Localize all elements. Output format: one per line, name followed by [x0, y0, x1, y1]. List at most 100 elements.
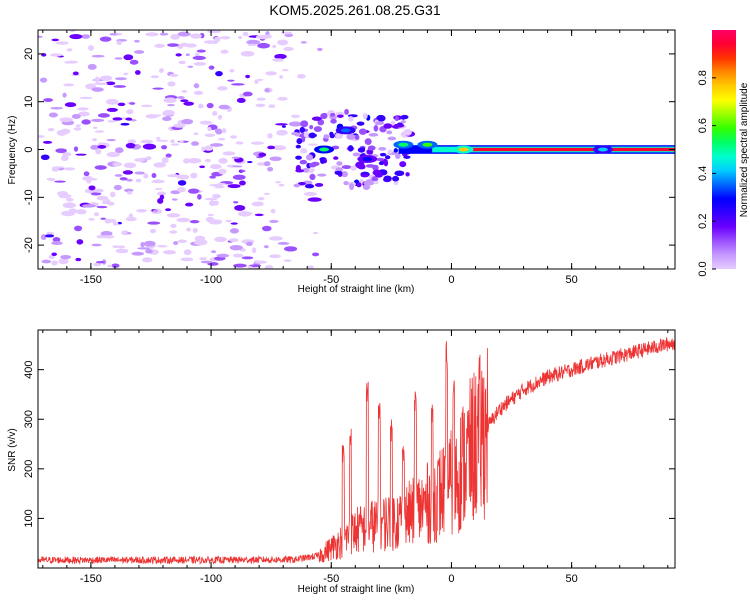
- noise-cell: [100, 231, 113, 237]
- noise-cell: [76, 209, 87, 215]
- noise-cell: [55, 41, 69, 45]
- noise-cell: [64, 61, 71, 64]
- noise-cell: [38, 135, 45, 138]
- noise-cell: [210, 41, 219, 44]
- noise-cell: [241, 256, 254, 260]
- noise-cell: [199, 120, 213, 125]
- noise-cell: [180, 42, 189, 47]
- noise-cell: [62, 92, 67, 98]
- noise-cell: [59, 117, 73, 123]
- colorbar-tick-label: 0.6: [697, 118, 709, 133]
- noise-cell: [222, 151, 236, 156]
- noise-cell: [197, 193, 202, 200]
- noise-cell: [153, 179, 162, 184]
- noise-cell: [85, 83, 96, 90]
- noise-cell: [209, 143, 224, 147]
- noise-cell: [211, 193, 221, 199]
- noise-cell: [126, 109, 134, 115]
- transition-cell: [383, 123, 393, 129]
- noise-cell: [283, 259, 292, 262]
- noise-cell: [68, 30, 76, 33]
- noise-cell: [42, 140, 53, 144]
- noise-cell: [76, 239, 84, 245]
- noise-cell: [269, 254, 281, 259]
- noise-cell: [95, 148, 102, 155]
- noise-cell: [214, 36, 221, 42]
- noise-cell: [307, 197, 322, 202]
- noise-cell: [134, 158, 146, 162]
- noise-cell: [71, 113, 81, 119]
- transition-cell: [367, 145, 376, 151]
- transition-cell: [383, 175, 392, 182]
- noise-cell: [64, 102, 77, 108]
- noise-cell: [93, 262, 102, 267]
- noise-cell: [185, 53, 190, 57]
- noise-cell: [186, 227, 192, 232]
- y-tick-label: 20: [23, 48, 35, 60]
- x-tick-label: -50: [323, 274, 339, 286]
- noise-cell: [264, 88, 270, 93]
- signal-feature-core: [398, 142, 409, 147]
- noise-cell: [166, 104, 176, 107]
- noise-cell: [156, 191, 167, 196]
- noise-cell: [125, 142, 136, 149]
- noise-cell: [272, 44, 277, 48]
- signal-feature-core: [319, 147, 330, 152]
- noise-cell: [217, 182, 226, 185]
- noise-cell: [134, 39, 140, 43]
- noise-cell: [167, 174, 180, 178]
- noise-cell: [83, 171, 90, 177]
- noise-cell: [313, 231, 319, 235]
- noise-cell: [170, 139, 175, 144]
- transition-cell: [401, 116, 406, 120]
- noise-cell: [137, 247, 151, 250]
- transition-cell: [394, 116, 399, 122]
- noise-cell: [140, 104, 153, 108]
- noise-cell: [159, 32, 169, 36]
- noise-cell: [277, 96, 288, 101]
- noise-cell: [193, 132, 199, 136]
- noise-cell: [265, 71, 277, 76]
- noise-cell: [193, 62, 207, 66]
- noise-cell: [165, 153, 172, 158]
- noise-cell: [263, 245, 269, 249]
- noise-cell: [106, 138, 116, 142]
- y-tick-label: 10: [23, 96, 35, 108]
- noise-cell: [236, 97, 246, 103]
- noise-cell: [60, 255, 72, 260]
- noise-cell: [65, 197, 74, 202]
- noise-cell: [281, 125, 286, 128]
- noise-cell: [55, 148, 67, 154]
- noise-cell: [90, 118, 105, 122]
- noise-cell: [112, 162, 123, 167]
- transition-cell: [333, 156, 339, 160]
- noise-cell: [123, 54, 134, 61]
- transition-cell: [378, 146, 387, 151]
- noise-cell: [193, 83, 200, 89]
- noise-cell: [232, 165, 243, 168]
- noise-cell: [107, 264, 113, 268]
- noise-cell: [175, 53, 182, 57]
- noise-cell: [276, 129, 288, 136]
- noise-cell: [43, 98, 54, 102]
- noise-cell: [123, 188, 134, 193]
- snr-frame: [37, 329, 676, 569]
- noise-cell: [269, 156, 282, 161]
- noise-cell: [170, 143, 180, 146]
- noise-cell: [117, 245, 126, 249]
- noise-cell: [233, 201, 239, 204]
- noise-cell: [153, 209, 158, 213]
- y-tick-label: 400: [23, 360, 35, 378]
- noise-cell: [190, 141, 200, 146]
- transition-cell: [309, 133, 317, 138]
- noise-cell: [145, 32, 159, 37]
- noise-cell: [178, 60, 186, 65]
- noise-cell: [107, 201, 115, 206]
- noise-cell: [284, 246, 298, 252]
- noise-cell: [171, 198, 178, 201]
- spectrogram-ylabel: Frequency (Hz): [7, 116, 18, 185]
- noise-cell: [117, 102, 126, 107]
- transition-cell: [373, 125, 379, 132]
- transition-cell: [320, 158, 325, 164]
- noise-cell: [242, 91, 253, 97]
